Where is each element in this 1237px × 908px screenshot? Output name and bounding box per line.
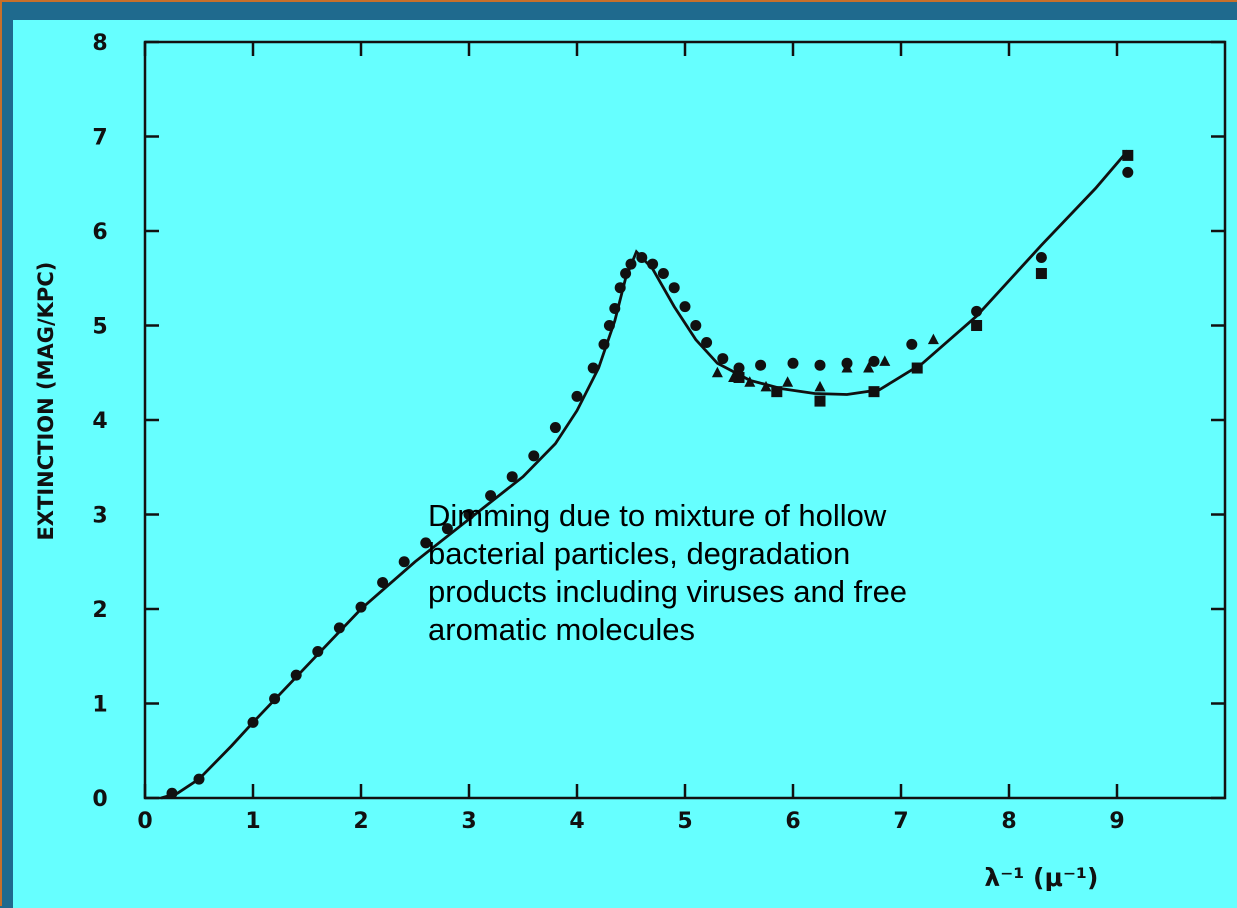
data-point-square <box>733 371 745 383</box>
data-point-circle <box>355 601 367 613</box>
data-point-circle <box>269 693 281 705</box>
data-point-triangle <box>841 362 853 373</box>
data-point-circle <box>701 337 713 349</box>
data-point-circle <box>598 338 610 350</box>
data-point-circle <box>333 622 345 634</box>
data-point-circle <box>620 268 632 280</box>
data-point-circle <box>971 305 983 317</box>
x-tick-label: 6 <box>785 809 800 834</box>
data-point-circle <box>733 362 745 374</box>
data-point-circle <box>614 282 626 294</box>
data-point-circle <box>398 556 410 568</box>
data-point-circle <box>528 450 540 462</box>
data-point-circle <box>647 258 659 270</box>
data-point-circle <box>193 773 205 785</box>
data-point-triangle <box>863 362 875 373</box>
chart-panel: 0 1 2 3 4 5 6 7 8 9 0 1 2 3 4 5 6 7 8 EXTINCTION (MAG/KPC… <box>13 20 1237 908</box>
data-point-circle <box>668 282 680 294</box>
annotation-line: aromatic molecules <box>428 612 696 647</box>
data-point-circle <box>603 320 615 331</box>
data-point-circle <box>441 523 453 535</box>
data-point-triangle <box>879 355 891 366</box>
data-markers <box>166 149 1134 799</box>
data-point-circle <box>571 390 583 402</box>
data-point-square <box>771 386 783 398</box>
annotation-line: Dimming due to mixture of hollow <box>428 498 887 533</box>
y-tick-label: 5 <box>92 315 107 340</box>
data-point-circle <box>814 359 826 371</box>
extinction-chart: 0 1 2 3 4 5 6 7 8 9 0 1 2 3 4 5 6 7 8 EXTINCTION (MAG/KPC… <box>34 31 1227 892</box>
data-point-circle <box>312 646 324 658</box>
y-tick-label: 0 <box>92 787 107 812</box>
y-tick-label: 2 <box>92 598 107 623</box>
annotation-line: products including viruses and free <box>428 574 908 609</box>
data-point-circle <box>690 320 702 331</box>
x-tick-label: 5 <box>677 809 692 834</box>
data-point-circle <box>1035 251 1047 263</box>
data-point-circle <box>463 509 475 520</box>
data-point-triangle <box>814 380 826 392</box>
data-point-triangle <box>927 333 939 345</box>
y-tick-marks <box>145 40 1225 800</box>
x-axis-label: λ⁻¹ (μ⁻¹) <box>984 863 1098 892</box>
annotation-text: Dimming due to mixture of hollow bacteri… <box>428 497 1148 649</box>
data-point-circle <box>657 268 669 280</box>
data-point-circle <box>787 357 799 369</box>
data-point-circle <box>377 577 389 589</box>
y-axis-label: EXTINCTION (MAG/KPC) <box>34 262 58 541</box>
data-point-circle <box>717 353 729 365</box>
data-point-circle <box>247 716 259 728</box>
data-point-triangle <box>744 376 756 387</box>
x-tick-label: 3 <box>461 809 476 834</box>
x-tick-label: 2 <box>353 809 368 834</box>
plot-area-border <box>143 40 1227 800</box>
annotation-line: bacterial particles, degradation <box>428 536 851 571</box>
data-point-circle <box>609 302 621 314</box>
data-point-circle <box>290 669 302 681</box>
x-tick-label: 7 <box>893 809 908 834</box>
data-point-triangle <box>760 380 772 392</box>
x-tick-marks <box>143 42 1119 798</box>
data-point-triangle <box>782 376 794 387</box>
data-point-circle <box>679 301 691 313</box>
x-tick-label: 8 <box>1001 809 1016 834</box>
data-point-circle <box>506 471 518 483</box>
x-tick-label: 9 <box>1109 809 1124 834</box>
data-point-circle <box>420 537 432 549</box>
y-tick-label: 1 <box>92 693 107 718</box>
data-point-square <box>911 362 923 374</box>
data-point-circle <box>625 258 637 270</box>
data-point-circle <box>755 359 767 371</box>
data-point-square <box>1035 268 1047 280</box>
data-point-circle <box>906 338 918 350</box>
data-point-triangle <box>728 371 740 382</box>
y-tick-label: 4 <box>92 409 107 434</box>
y-tick-label: 3 <box>92 504 107 529</box>
x-tick-label: 4 <box>569 809 584 834</box>
x-tick-label: 1 <box>245 809 260 834</box>
data-point-circle <box>636 251 648 263</box>
fitted-extinction-curve <box>160 149 1129 800</box>
data-point-square <box>1122 149 1134 161</box>
data-point-circle <box>549 422 561 434</box>
data-point-circle <box>1122 166 1134 178</box>
data-point-circle <box>485 490 497 502</box>
y-tick-labels: 0 1 2 3 4 5 6 7 8 <box>92 31 107 812</box>
x-tick-labels: 0 1 2 3 4 5 6 7 8 9 <box>137 809 1124 834</box>
data-point-circle <box>868 355 880 367</box>
y-tick-label: 7 <box>92 126 107 151</box>
data-point-square <box>868 386 880 398</box>
data-point-circle <box>166 787 178 799</box>
y-tick-label: 8 <box>92 31 107 56</box>
y-tick-label: 6 <box>92 220 107 245</box>
data-point-circle <box>587 362 599 374</box>
data-point-square <box>971 320 983 331</box>
data-point-square <box>814 395 826 407</box>
x-tick-label: 0 <box>137 809 152 834</box>
data-point-triangle <box>711 366 723 378</box>
